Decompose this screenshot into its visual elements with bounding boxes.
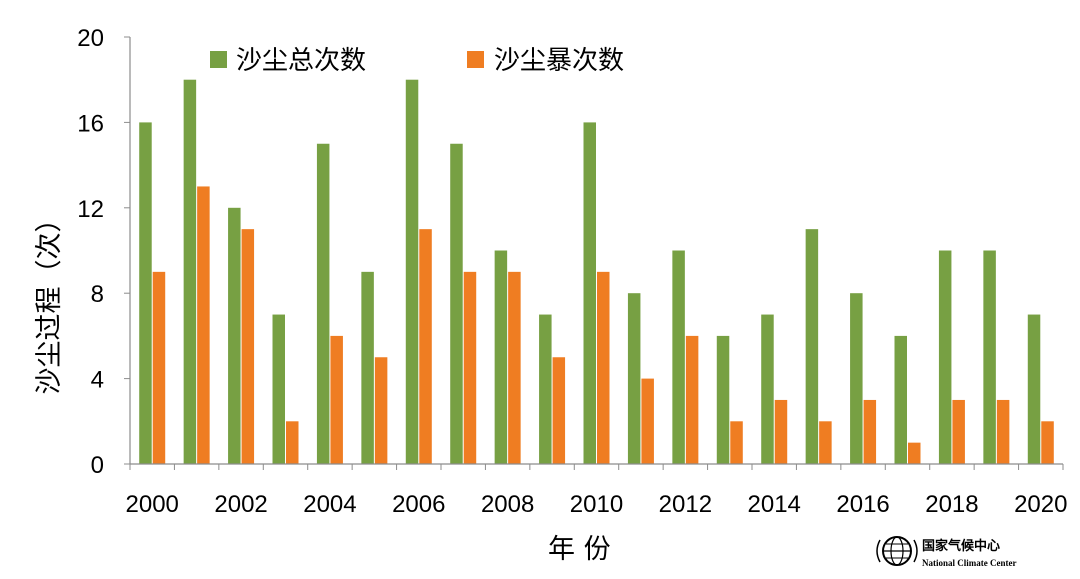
legend-swatch-storm <box>467 51 484 68</box>
bar-storm-2012 <box>685 335 699 464</box>
y-tick-label-16: 16 <box>77 110 104 137</box>
bar-storm-2004 <box>330 335 343 464</box>
bar-storm-2020 <box>1041 421 1054 464</box>
bar-storm-2003 <box>286 421 299 464</box>
bar-storm-2002 <box>241 229 255 464</box>
bar-storm-2015 <box>819 421 832 464</box>
x-tick-label-2014: 2014 <box>748 491 801 518</box>
bar-storm-2006 <box>419 229 432 464</box>
bar-total-2019 <box>983 250 996 464</box>
y-tick-label-0: 0 <box>91 452 104 479</box>
x-tick-label-2006: 2006 <box>392 491 445 518</box>
bar-total-2014 <box>761 314 774 464</box>
logo-name-en: National Climate Center <box>922 558 1016 568</box>
globe-emblem-icon <box>876 536 918 566</box>
bar-total-2000 <box>139 122 152 465</box>
bar-storm-2001 <box>197 186 210 464</box>
bar-storm-2007 <box>463 271 477 464</box>
x-tick-labels: 2000 2002 2004 2006 2008 2010 2012 2014 2016 2018… <box>126 491 1068 518</box>
legend-label-total: 沙尘总次数 <box>236 46 366 76</box>
x-tick-label-2008: 2008 <box>481 491 534 518</box>
x-tick-label-2016: 2016 <box>836 491 889 518</box>
bar-storm-2009 <box>552 357 566 464</box>
bar-total-2005 <box>361 271 374 464</box>
bar-storm-2018 <box>952 399 965 464</box>
bar-total-2015 <box>805 229 819 464</box>
bar-total-2018 <box>938 250 952 464</box>
x-tick-label-2012: 2012 <box>659 491 712 518</box>
bar-total-2012 <box>672 250 685 464</box>
bar-total-2002 <box>228 207 241 465</box>
bar-total-2006 <box>405 79 419 464</box>
x-tick-label-2000: 2000 <box>126 491 179 518</box>
bar-storm-2008 <box>508 271 521 464</box>
bar-storm-2019 <box>996 399 1010 464</box>
bar-storm-2000 <box>152 271 166 464</box>
bar-total-2017 <box>894 335 907 464</box>
bar-storm-2016 <box>863 399 877 464</box>
y-tick-label-8: 8 <box>91 281 104 308</box>
bar-storm-2013 <box>730 421 743 464</box>
legend-swatch-total <box>210 51 227 68</box>
y-tick-label-20: 20 <box>77 25 104 52</box>
y-tick-labels: 0 4 8 12 16 20 <box>77 25 104 479</box>
bar-storm-2014 <box>774 399 788 464</box>
bar-total-2013 <box>716 335 730 464</box>
bar-total-2008 <box>494 250 508 464</box>
x-tick-label-2010: 2010 <box>570 491 623 518</box>
bar-total-2001 <box>183 79 197 464</box>
logo-name-cn: 国家气候中心 <box>922 538 1000 554</box>
x-tick-label-2004: 2004 <box>303 491 356 518</box>
bar-total-2010 <box>583 122 596 465</box>
bar-total-2003 <box>272 314 285 464</box>
national-climate-center-logo: 国家气候中心 National Climate Center <box>876 536 1016 568</box>
bar-storm-2011 <box>641 378 654 464</box>
bar-total-2020 <box>1027 314 1041 464</box>
legend: 沙尘总次数 沙尘暴次数 <box>210 46 624 76</box>
bar-total-2004 <box>316 143 330 464</box>
x-tick-label-2002: 2002 <box>214 491 267 518</box>
x-axis-title: 年 份 <box>548 534 611 565</box>
bar-storm-2017 <box>908 442 921 464</box>
bars-group <box>139 79 1054 465</box>
bar-total-2011 <box>627 293 641 464</box>
y-axis-title: 沙尘过程（次） <box>34 206 65 395</box>
axes-group <box>124 36 1064 470</box>
x-tick-label-2020: 2020 <box>1014 491 1067 518</box>
y-tick-label-4: 4 <box>91 367 104 394</box>
x-tick-label-2018: 2018 <box>925 491 978 518</box>
bar-total-2016 <box>850 293 863 464</box>
bar-storm-2005 <box>374 357 388 464</box>
bar-total-2009 <box>539 314 552 464</box>
legend-label-storm: 沙尘暴次数 <box>494 46 624 76</box>
bar-storm-2010 <box>597 271 610 464</box>
y-tick-label-12: 12 <box>77 196 104 223</box>
bar-total-2007 <box>450 143 463 464</box>
